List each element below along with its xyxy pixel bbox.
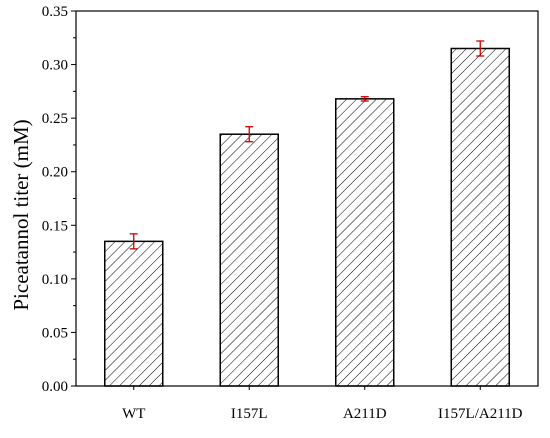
y-axis-title: Piceatannol titer (mM) [9,119,33,310]
bar-hatch [104,240,164,387]
axes-layer: WT I157L A211D I157L/A211D 0.00 0.05 0.10 0.15 0… [42,4,539,422]
error-bars-layer [129,40,485,250]
bar-hatch [450,47,510,387]
bars-layer [104,47,510,387]
x-tick-label: I157L [231,406,268,422]
y-tick-label: 0.15 [42,218,68,234]
y-tick-label: 0.30 [42,58,68,74]
bar-hatch [335,98,395,387]
y-tick-label: 0.00 [42,379,68,395]
y-tick-label: 0.10 [42,272,68,288]
y-tick-label: 0.35 [42,4,68,20]
x-tick-label: A211D [343,406,387,422]
bar-hatch [219,133,279,387]
x-tick-label: I157L/A211D [438,406,523,422]
y-tick-label: 0.20 [42,165,68,181]
y-tick-label: 0.05 [42,325,68,341]
x-tick-label: WT [122,406,145,422]
y-tick-label: 0.25 [42,111,68,127]
